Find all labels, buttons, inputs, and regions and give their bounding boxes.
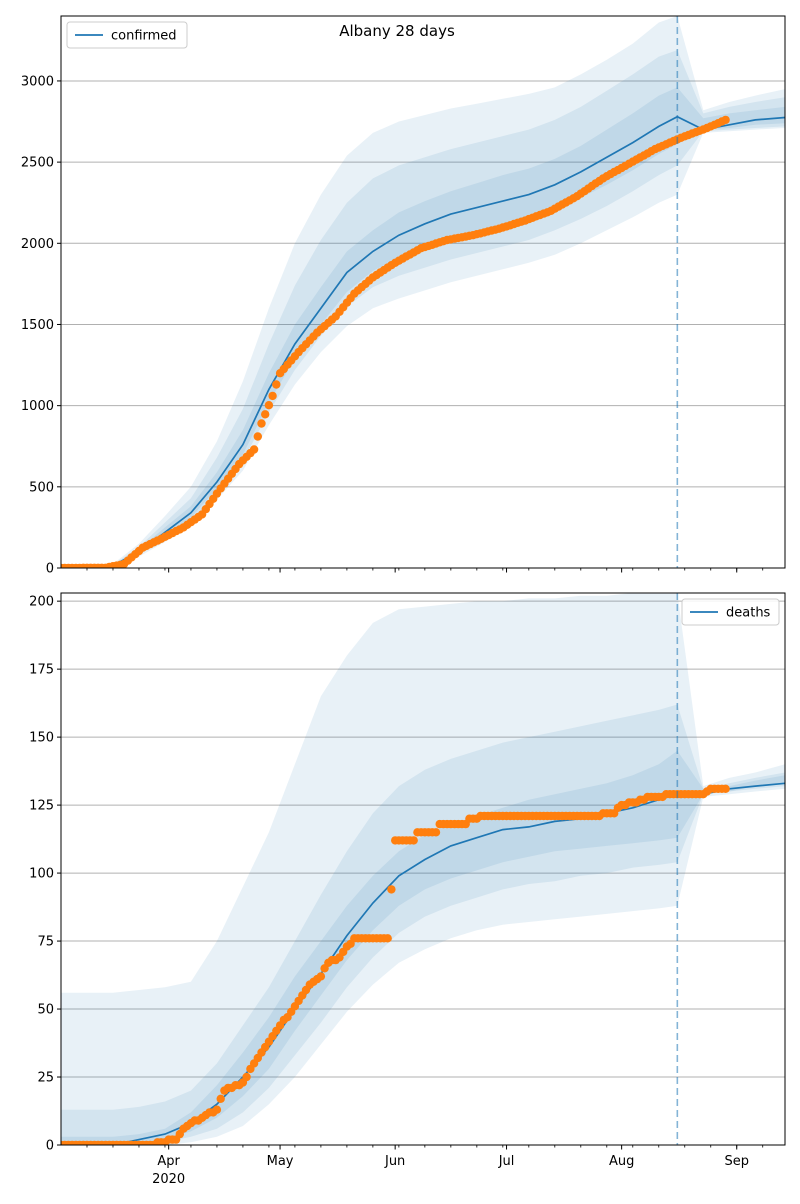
observed-point	[212, 1105, 222, 1114]
observed-point	[249, 445, 259, 454]
observed-point	[387, 885, 396, 894]
observed-point	[721, 784, 730, 793]
y-tick-label: 125	[29, 799, 54, 814]
x-tick-label: May	[267, 1154, 294, 1169]
y-tick-label: 500	[29, 480, 54, 495]
observed-point	[721, 115, 730, 125]
y-tick-label: 1000	[21, 399, 54, 414]
y-tick-label: 2000	[21, 237, 54, 252]
observed-point	[431, 828, 441, 837]
deaths-panel: 0 25 50 75 100 125 150 175 200 Apr 2020 May Jun Jul Au…	[29, 592, 786, 1187]
observed-point	[268, 391, 277, 401]
x-tick-label: Sep	[724, 1154, 749, 1169]
legend-box	[681, 598, 780, 626]
uncertainty-band-1	[61, 16, 785, 568]
legend-label: confirmed	[111, 29, 177, 44]
x-tick-label: Aug	[609, 1154, 634, 1169]
legend-label: deaths	[726, 606, 771, 621]
confirmed-panel: 0 500 1000 1500 2000 2500 3000 confirmed	[21, 15, 786, 577]
y-tick-label: 0	[46, 562, 54, 577]
legend: confirmed	[66, 21, 188, 49]
observed-point	[409, 836, 418, 845]
observed-point	[272, 380, 281, 389]
uncertainty-band-3	[61, 87, 785, 568]
observed-point	[264, 401, 274, 410]
x-tick-label: Apr	[157, 1154, 180, 1169]
uncertainty-band-1	[61, 593, 785, 1145]
plot-frame	[60, 592, 786, 1146]
x-tick-label: Jun	[384, 1154, 405, 1169]
y-tick-label: 200	[29, 595, 54, 610]
plot-area	[61, 593, 785, 1145]
legend-box	[66, 21, 188, 49]
observed-point	[253, 432, 262, 441]
y-tick-label: 50	[37, 1003, 54, 1018]
observed-point	[242, 1072, 251, 1082]
observed-point	[257, 419, 266, 428]
x-tick-label: Jul	[498, 1154, 515, 1169]
y-tick-label: 1500	[21, 318, 54, 333]
y-tick-label: 175	[29, 663, 54, 678]
observed-point	[383, 934, 392, 943]
y-tick-label: 75	[37, 935, 54, 950]
observed-point	[316, 972, 326, 981]
y-tick-label: 25	[37, 1071, 54, 1086]
x-tick-sublabel: 2020	[152, 1172, 185, 1187]
plot-area	[61, 16, 785, 568]
plot-frame	[60, 15, 786, 569]
y-tick-label: 2500	[21, 156, 54, 171]
y-tick-label: 150	[29, 731, 54, 746]
y-tick-label: 100	[29, 867, 54, 882]
y-tick-label: 3000	[21, 74, 54, 89]
y-tick-label: 0	[46, 1139, 54, 1154]
legend: deaths	[681, 598, 780, 626]
model-median-line	[61, 115, 785, 568]
figure-title: Albany 28 days	[339, 22, 455, 40]
observed-point	[216, 1094, 225, 1104]
observed-point	[261, 410, 270, 419]
